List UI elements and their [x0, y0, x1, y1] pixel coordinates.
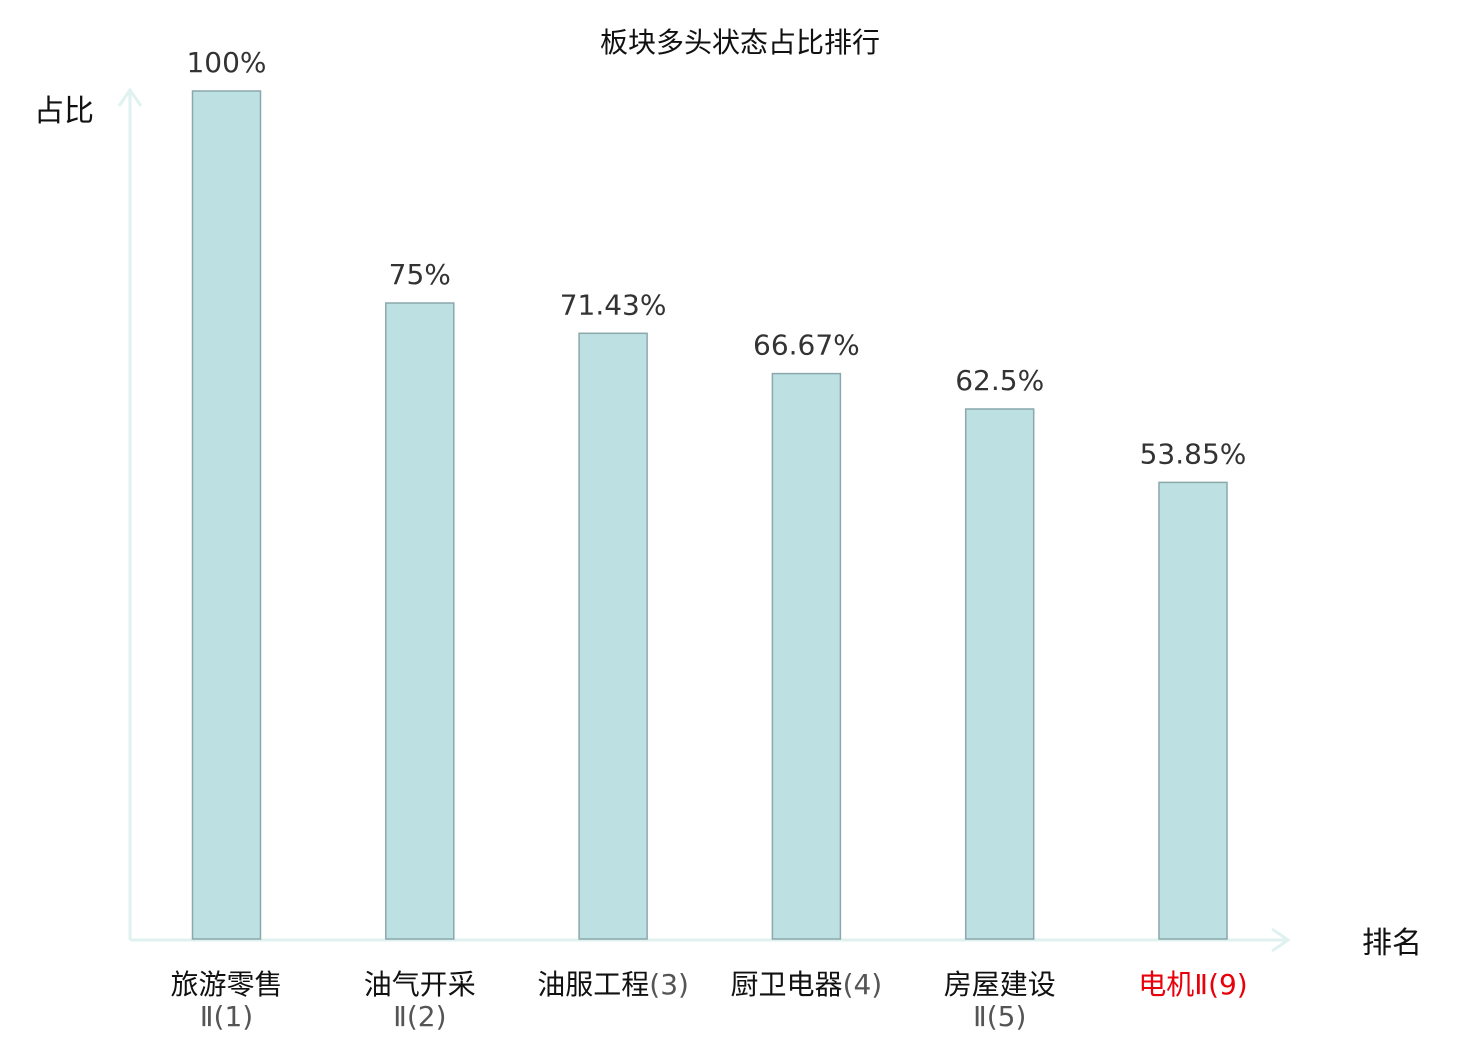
y-axis — [117, 87, 143, 940]
category-label-3: 油服工程(3) — [537, 968, 689, 1001]
category-label-1: 旅游零售 — [170, 968, 282, 1001]
value-label-3: 71.43% — [560, 288, 667, 321]
bar-2 — [385, 302, 455, 940]
category-label-6: 电机Ⅱ(9) — [1138, 968, 1247, 1001]
chart-title: 板块多头状态占比排行 — [600, 26, 880, 59]
value-label-1: 100% — [186, 46, 266, 79]
y-axis-label: 占比 — [34, 94, 94, 129]
category-rank-2: Ⅱ(2) — [393, 1000, 446, 1033]
x-axis — [130, 927, 1291, 953]
category-label-2: 油气开采 — [364, 968, 476, 1001]
value-label-2: 75% — [389, 258, 451, 291]
value-labels-group: 100% 75% 71.43% 66.67% 62.5% 53.85% — [186, 46, 1246, 470]
value-label-6: 53.85% — [1140, 437, 1247, 470]
category-rank-5: Ⅱ(5) — [973, 1000, 1026, 1033]
value-label-4: 66.67% — [753, 329, 860, 362]
bar-3 — [578, 332, 648, 940]
x-axis-label: 排名 — [1362, 926, 1422, 961]
bar-1 — [191, 90, 262, 940]
category-rank-1: Ⅱ(1) — [200, 1000, 253, 1033]
bar-4 — [771, 372, 842, 940]
bar-6 — [1158, 481, 1228, 940]
bar-5 — [964, 408, 1035, 940]
category-label-5: 房屋建设 — [944, 968, 1056, 1001]
category-label-4: 厨卫电器(4) — [731, 968, 883, 1001]
value-label-5: 62.5% — [955, 364, 1044, 397]
bars-group — [191, 90, 1228, 940]
